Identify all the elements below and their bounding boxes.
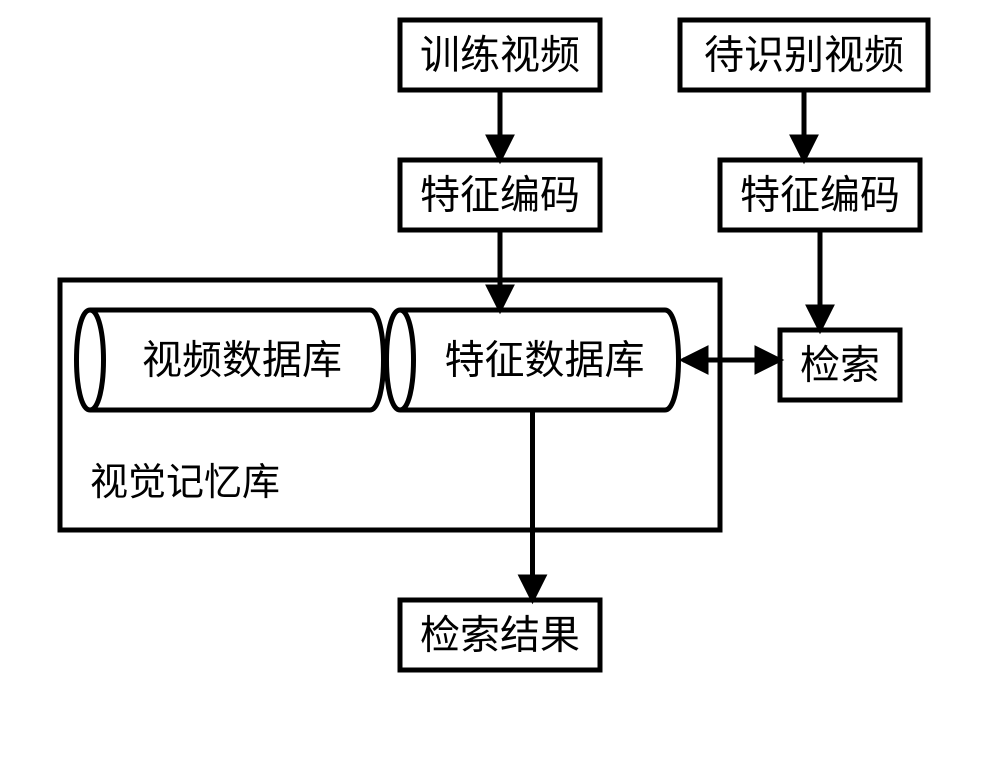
video_to_recognize-label: 待识别视频: [704, 33, 904, 78]
flowchart-diagram: 视觉记忆库 视频数据库 特征数据库 训练视频 待识别视频特征编码 特征编码检索检索结果: [0, 0, 1000, 767]
training_video-label: 训练视频: [420, 33, 580, 78]
memory_container-label: 视觉记忆库: [90, 462, 280, 504]
feature_db-label: 特征数据库: [445, 338, 645, 383]
video_db-cylinder-cap: [90, 310, 104, 410]
video_db-label: 视频数据库: [142, 338, 342, 383]
feature_encode_2-label: 特征编码: [740, 173, 900, 218]
result-label: 检索结果: [420, 613, 580, 658]
feature_db-cylinder-cap: [400, 310, 414, 410]
feature_encode_1-label: 特征编码: [420, 173, 580, 218]
retrieve-label: 检索: [800, 343, 880, 388]
